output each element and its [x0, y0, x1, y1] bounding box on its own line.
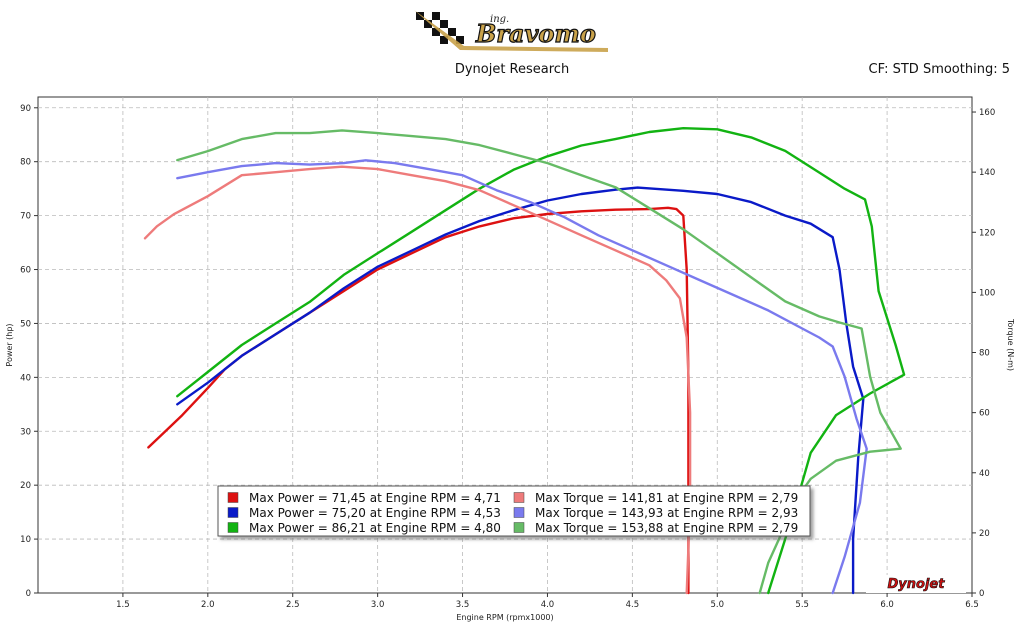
left-axis-title: Power (hp) [5, 323, 14, 366]
left-axis-ticks: 0 10 20 30 40 50 60 70 80 90 [20, 104, 38, 599]
dynojet-brand-text: Dynojet [888, 577, 946, 592]
left-tick-label: 70 [20, 212, 31, 222]
right-tick-label: 160 [979, 108, 995, 118]
left-tick-label: 60 [20, 266, 31, 276]
legend-label: Max Power = 75,20 at Engine RPM = 4,53 [249, 506, 501, 520]
logo-prefix: ing. [490, 14, 509, 25]
series-line-6 [176, 129, 902, 595]
dynojet-brand-mark: Dynojet [866, 575, 966, 593]
series-line-4 [143, 165, 692, 595]
left-tick-label: 90 [20, 104, 31, 114]
x-tick-label: 4.0 [541, 600, 555, 610]
legend-label: Max Torque = 143,93 at Engine RPM = 2,93 [535, 506, 798, 520]
right-tick-label: 120 [979, 228, 995, 238]
legend-label: Max Torque = 153,88 at Engine RPM = 2,79 [535, 521, 798, 535]
x-tick-label: 2.5 [286, 600, 300, 610]
left-tick-label: 40 [20, 373, 31, 383]
left-tick-label: 0 [26, 589, 31, 599]
right-axis-ticks: 0 20 40 60 80 100 120 140 160 [972, 108, 995, 599]
left-tick-label: 80 [20, 158, 31, 168]
x-axis-ticks: 1.5 2.0 2.5 3.0 3.5 4.0 4.5 5.0 5.5 6.0 6.5 [116, 593, 979, 610]
x-tick-label: 2.0 [201, 600, 215, 610]
series-line-5 [176, 159, 868, 595]
left-tick-label: 10 [20, 535, 31, 545]
x-tick-label: 1.5 [116, 600, 130, 610]
left-tick-label: 20 [20, 481, 31, 491]
legend-entries: Max Power = 71,45 at Engine RPM = 4,71Ma… [227, 491, 798, 535]
right-tick-label: 40 [979, 469, 990, 479]
x-tick-label: 6.0 [880, 600, 894, 610]
legend-label: Max Power = 86,21 at Engine RPM = 4,80 [249, 521, 501, 535]
legend-swatch [227, 522, 239, 533]
series-line-3 [176, 126, 906, 595]
series-line-2 [176, 186, 865, 595]
left-tick-label: 30 [20, 427, 31, 437]
bravomo-logo: ing. Bravomo [414, 10, 608, 52]
x-tick-label: 6.5 [965, 600, 979, 610]
legend-swatch [513, 522, 525, 533]
x-tick-label: 4.5 [626, 600, 640, 610]
x-tick-label: 5.5 [795, 600, 809, 610]
series-lines [143, 126, 906, 595]
chart-header-title: Dynojet Research [454, 62, 570, 77]
right-tick-label: 0 [979, 589, 984, 599]
right-tick-label: 100 [979, 288, 995, 298]
legend-swatch [227, 507, 239, 518]
x-tick-label: 5.0 [711, 600, 725, 610]
chart-header-info: CF: STD Smoothing: 5 [868, 62, 1010, 77]
right-tick-label: 60 [979, 409, 990, 419]
right-tick-label: 20 [979, 529, 990, 539]
right-tick-label: 140 [979, 168, 995, 178]
logo-text: Bravomo [475, 19, 596, 48]
legend-swatch [227, 492, 239, 503]
legend-swatch [513, 492, 525, 503]
right-tick-label: 80 [979, 349, 990, 359]
x-tick-label: 3.5 [456, 600, 470, 610]
legend-swatch [513, 507, 525, 518]
checkered-flag-icon [414, 10, 608, 52]
right-axis-title: Torque (N-m) [1006, 318, 1015, 371]
legend-label: Max Torque = 141,81 at Engine RPM = 2,79 [535, 491, 798, 505]
legend-label: Max Power = 71,45 at Engine RPM = 4,71 [249, 491, 501, 505]
x-axis-title: Engine RPM (rpmx1000) [456, 613, 553, 622]
x-tick-label: 3.0 [371, 600, 385, 610]
left-tick-label: 50 [20, 319, 31, 329]
